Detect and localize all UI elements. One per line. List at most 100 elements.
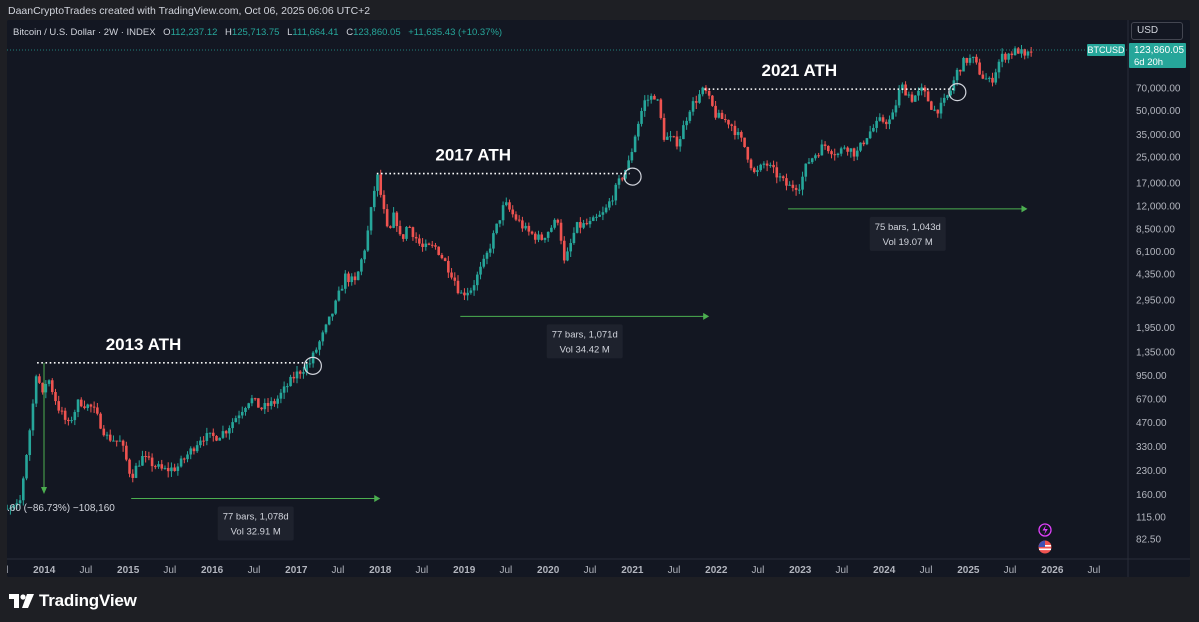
candle-body xyxy=(701,87,705,95)
candle-body xyxy=(872,127,875,132)
candle-body xyxy=(788,184,791,186)
candle-body xyxy=(846,147,849,152)
candle-body xyxy=(546,231,550,238)
x-tick-label: Jul xyxy=(1004,565,1017,576)
candle-body xyxy=(749,159,753,169)
candle-body xyxy=(627,160,630,170)
open-value: 112,237.12 xyxy=(170,27,218,38)
candle-body xyxy=(888,119,891,125)
candle-body xyxy=(1007,53,1010,60)
candle-body xyxy=(688,111,692,121)
candle-body xyxy=(160,464,164,469)
close-label: C xyxy=(346,27,354,38)
candle-body xyxy=(1020,49,1023,54)
candle-body xyxy=(273,401,276,404)
us-flag-icon[interactable] xyxy=(1038,540,1052,554)
chart-panel[interactable]: Bitcoin / U.S. Dollar · 2W · INDEX O112,… xyxy=(7,20,1190,577)
open-label: O xyxy=(163,27,171,38)
low-value: 111,664.41 xyxy=(292,27,339,38)
candle-body xyxy=(678,139,682,147)
candle-body xyxy=(276,398,279,404)
candle-body xyxy=(12,505,15,508)
candle-body xyxy=(183,458,186,460)
candle-body xyxy=(868,131,872,139)
candle-body xyxy=(540,234,544,240)
candle-body xyxy=(83,406,86,409)
candle-body xyxy=(372,190,376,208)
x-tick-label: 2025 xyxy=(957,565,980,576)
ath2021-label: 2021 ATH xyxy=(762,61,838,80)
candle-body xyxy=(810,158,814,163)
candle-body xyxy=(714,105,717,118)
candle-body xyxy=(154,466,157,468)
price-chart[interactable]: 2013 ATH 2017 ATH 2021 ATH 77 bars, 1,078d V… xyxy=(7,20,1190,577)
candle-body xyxy=(118,440,122,442)
candle-body xyxy=(685,120,688,126)
candle-body xyxy=(125,445,128,460)
candle-body xyxy=(60,410,64,412)
tradingview-logo[interactable]: TradingView xyxy=(9,591,137,611)
candle-body xyxy=(988,77,991,79)
candle-body xyxy=(289,376,292,387)
candle-body xyxy=(682,125,685,140)
candle-body xyxy=(901,84,904,90)
candle-body xyxy=(843,147,846,149)
x-tick-label: 2024 xyxy=(873,565,896,576)
x-tick-label: Jul xyxy=(332,565,345,576)
x-tick-label: Jul xyxy=(163,565,176,576)
candle-body xyxy=(514,214,518,220)
candle-body xyxy=(778,176,782,178)
candle-body xyxy=(556,219,560,223)
candle-body xyxy=(736,132,740,136)
candle-body xyxy=(881,117,885,122)
candle-body xyxy=(730,124,733,126)
candle-body xyxy=(427,243,431,245)
candle-body xyxy=(102,428,106,436)
candle-body xyxy=(740,132,743,138)
candle-body xyxy=(253,398,257,400)
y-tick-label: 670.00 xyxy=(1136,394,1167,405)
y-tick-label: 35,000.00 xyxy=(1136,130,1181,141)
candle-body xyxy=(405,226,408,239)
candle-body xyxy=(163,467,167,469)
candle-body xyxy=(511,209,515,215)
candle-body xyxy=(769,164,772,166)
candle-body xyxy=(566,251,569,261)
lightning-icon[interactable] xyxy=(1038,523,1052,537)
candle-body xyxy=(170,467,173,472)
candle-body xyxy=(991,77,994,83)
candle-body xyxy=(575,222,579,233)
candle-body xyxy=(424,243,428,247)
candle-body xyxy=(997,61,1001,73)
candle-body xyxy=(862,142,866,145)
candle-body xyxy=(63,410,67,420)
candle-body xyxy=(282,386,286,393)
candle-body xyxy=(939,102,943,114)
candle-body xyxy=(836,153,840,156)
candle-body xyxy=(801,176,804,190)
candle-body xyxy=(376,174,379,191)
candle-body xyxy=(144,455,147,457)
candle-body xyxy=(237,415,241,419)
x-tick-label: 2015 xyxy=(117,565,140,576)
currency-selector[interactable]: USD xyxy=(1131,22,1183,40)
candle-body xyxy=(798,189,801,191)
candle-body xyxy=(662,117,666,140)
candle-body xyxy=(456,280,460,294)
candles xyxy=(7,44,1033,515)
candle-body xyxy=(637,123,640,137)
candle-body xyxy=(244,407,247,412)
candle-body xyxy=(817,155,820,157)
y-tick-label: 25,000.00 xyxy=(1136,152,1181,163)
candle-body xyxy=(202,440,205,442)
candle-body xyxy=(38,376,41,383)
bottom-bar: TradingView xyxy=(0,583,1199,622)
candle-body xyxy=(385,209,389,227)
candle-body xyxy=(569,243,572,252)
r2018-bars-text: 77 bars, 1,071d xyxy=(552,329,618,340)
y-tick-label: 1,950.00 xyxy=(1136,323,1175,334)
candle-body xyxy=(440,254,444,259)
candle-body xyxy=(804,163,808,177)
candle-body xyxy=(443,258,447,261)
candle-body xyxy=(31,403,35,431)
